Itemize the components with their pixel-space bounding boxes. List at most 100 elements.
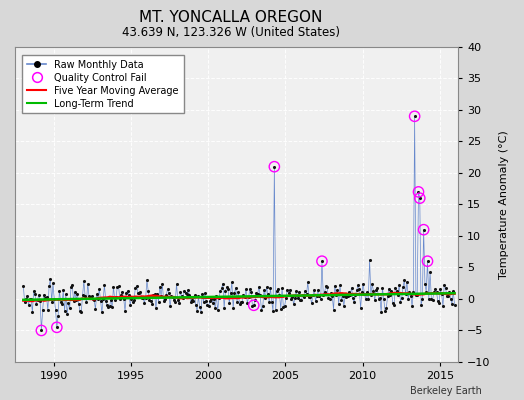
Point <box>249 302 258 308</box>
Point <box>201 290 209 296</box>
Point <box>220 305 228 312</box>
Point <box>162 292 170 298</box>
Point <box>50 296 59 302</box>
Point <box>389 300 397 306</box>
Point <box>378 284 387 291</box>
Point <box>143 277 151 284</box>
Point <box>23 293 31 299</box>
Point <box>135 290 144 297</box>
Point <box>336 282 344 288</box>
Point <box>134 289 142 296</box>
Text: Berkeley Earth: Berkeley Earth <box>410 386 482 396</box>
Point <box>249 302 258 308</box>
Point <box>372 287 380 293</box>
Point <box>219 280 227 287</box>
Point <box>441 285 450 291</box>
Point <box>270 164 279 170</box>
Point <box>230 290 238 296</box>
Point <box>227 279 236 286</box>
Point <box>158 281 167 288</box>
Point <box>20 299 29 306</box>
Point <box>193 308 201 314</box>
Point <box>351 292 359 298</box>
Point <box>332 292 340 298</box>
Point <box>324 295 333 301</box>
Point <box>126 302 134 308</box>
Point <box>247 289 255 295</box>
Legend: Raw Monthly Data, Quality Control Fail, Five Year Moving Average, Long-Term Tren: Raw Monthly Data, Quality Control Fail, … <box>22 55 183 114</box>
Point <box>192 302 200 308</box>
Point <box>410 113 419 120</box>
Text: 43.639 N, 123.326 W (United States): 43.639 N, 123.326 W (United States) <box>122 26 340 39</box>
Point <box>183 291 191 298</box>
Point <box>328 293 336 299</box>
Point <box>51 306 60 313</box>
Point <box>102 298 110 304</box>
Y-axis label: Temperature Anomaly (°C): Temperature Anomaly (°C) <box>499 130 509 279</box>
Point <box>170 297 178 304</box>
Point <box>272 288 281 294</box>
Point <box>423 258 432 264</box>
Point <box>301 288 310 294</box>
Point <box>293 295 302 301</box>
Point <box>280 303 289 309</box>
Point <box>261 295 269 301</box>
Point <box>443 292 451 299</box>
Point <box>163 286 172 292</box>
Point <box>161 296 169 303</box>
Point <box>359 280 367 287</box>
Point <box>348 295 357 302</box>
Point <box>210 296 218 302</box>
Point <box>60 308 69 314</box>
Point <box>278 285 286 291</box>
Point <box>433 298 442 304</box>
Point <box>128 299 137 305</box>
Point <box>19 283 28 289</box>
Point <box>57 298 65 305</box>
Point <box>294 289 303 295</box>
Point <box>375 296 383 302</box>
Point <box>180 288 189 294</box>
Point <box>131 284 139 291</box>
Point <box>270 164 279 170</box>
Point <box>248 303 257 309</box>
Point <box>367 292 375 298</box>
Point <box>199 299 208 305</box>
Point <box>292 288 300 294</box>
Point <box>140 299 148 306</box>
Point <box>346 291 354 298</box>
Point <box>422 288 430 295</box>
Point <box>119 296 128 302</box>
Point <box>320 289 329 296</box>
Point <box>67 284 75 290</box>
Point <box>117 292 125 298</box>
Point <box>138 294 146 301</box>
Point <box>209 300 217 306</box>
Point <box>339 293 347 299</box>
Point <box>316 296 325 302</box>
Point <box>322 283 330 290</box>
Point <box>296 297 304 303</box>
Point <box>156 283 164 290</box>
Point <box>409 289 418 296</box>
Point <box>99 296 107 302</box>
Point <box>100 282 108 288</box>
Point <box>144 288 152 294</box>
Point <box>318 258 326 264</box>
Point <box>149 291 158 298</box>
Point <box>333 286 342 293</box>
Point <box>353 287 361 293</box>
Point <box>31 291 39 298</box>
Point <box>37 327 46 334</box>
Point <box>139 295 147 301</box>
Point <box>291 295 299 301</box>
Point <box>302 291 311 297</box>
Point <box>176 289 184 296</box>
Point <box>46 276 54 282</box>
Point <box>313 292 321 299</box>
Point <box>360 291 368 298</box>
Point <box>165 290 173 296</box>
Point <box>381 307 389 314</box>
Point <box>41 294 49 301</box>
Point <box>38 306 47 313</box>
